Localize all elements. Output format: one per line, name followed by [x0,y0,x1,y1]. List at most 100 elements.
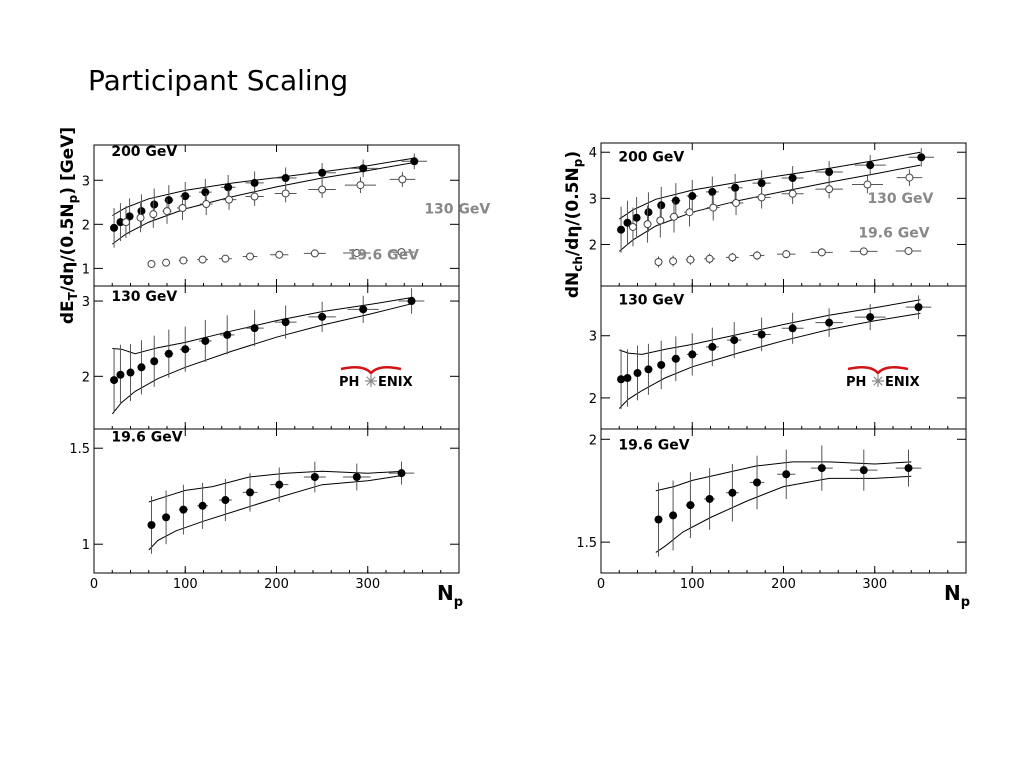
phenix-logo: PH ENIX [339,365,413,390]
data-point [617,225,626,234]
data-point [318,312,327,321]
model-band-line [112,157,414,216]
data-point [788,189,797,198]
model-band-line [618,312,921,409]
data-point [731,183,740,192]
data-point [162,258,171,267]
data-point [359,305,368,314]
data-point [410,157,419,166]
data-point [708,187,717,196]
y-tick-label: 3 [82,295,90,310]
series-19-6-gev [147,461,415,554]
data-point [150,357,159,366]
model-band-line [148,470,405,503]
data-point [310,249,319,258]
y-tick-label: 2 [82,370,90,385]
x-tick-label: 200 [771,577,796,592]
data-point [201,188,210,197]
data-point [116,370,125,379]
panel-2: 2 3 130 GeV PH ENIX [82,285,460,430]
data-point [753,478,762,487]
series-19-6-gev [654,246,922,268]
data-point [654,515,663,524]
y-tick-label: 1 [82,262,90,277]
series-19-6-gev [654,445,922,557]
data-point [221,254,230,263]
panel-1: 2 3 4 200 GeV 130 GeV 19.6 GeV [589,142,967,287]
data-point [250,192,259,201]
series-130-gev [617,295,932,410]
data-point [397,248,406,257]
data-point [281,174,290,183]
panel-label: 130 GeV [618,293,684,309]
phenix-logo-text: ENIX [378,375,413,390]
data-point [643,220,652,229]
data-point [181,192,190,201]
panel-label: 19.6 GeV [618,438,689,454]
data-point [825,185,834,194]
data-point [917,153,926,162]
data-point [669,511,678,520]
x-tick-label: 200 [264,577,289,592]
data-point [863,180,872,189]
x-tick-label: 0 [597,577,605,592]
series-130-gev [110,288,425,412]
x-tick-label: 100 [680,577,705,592]
phenix-logo-text: PH [846,375,866,390]
data-point [125,212,134,221]
data-point [686,501,695,510]
phenix-star-ray [877,376,883,382]
data-point [623,374,632,383]
slide-title: Participant Scaling [88,64,349,97]
phenix-logo-text: ENIX [885,375,920,390]
phenix-star-ray [370,376,376,382]
data-point [352,248,361,257]
data-point [198,255,207,264]
data-point [179,256,188,265]
phenix-star [365,375,377,387]
data-point [732,198,741,207]
data-point [905,173,914,182]
data-point [757,193,766,202]
data-point [825,168,834,177]
data-point [623,218,632,227]
y-tick-label: 4 [589,146,597,161]
panel-frame [93,428,460,574]
data-point [181,345,190,354]
data-point [632,213,641,222]
data-point [753,251,762,260]
y-tick-label: 2 [589,433,597,448]
data-point [671,354,680,363]
data-point [757,330,766,339]
data-point [147,521,156,529]
data-point [318,168,327,177]
phenix-star-ray [873,376,879,382]
data-point [688,192,697,201]
data-point [246,252,255,261]
x-axis-label: Np [944,581,970,610]
data-point [281,189,290,198]
data-point [670,212,678,221]
data-point [116,218,125,227]
data-point [644,208,653,217]
data-point [817,248,826,257]
model-band-line [655,475,912,553]
x-tick-label: 300 [355,577,380,592]
series-200-gev [110,153,428,248]
data-point [121,218,130,227]
data-point [644,365,653,374]
data-point [904,246,913,255]
y-tick-label: 1 [82,538,90,553]
data-point [788,324,797,333]
data-point [110,223,119,232]
phenix-star-ray [370,380,376,386]
x-tick-label: 300 [862,577,887,592]
model-band-line [112,296,414,355]
data-point [904,464,913,473]
model-band-line [619,151,921,220]
data-point [137,363,146,372]
data-point [788,174,797,183]
data-point [657,201,666,210]
data-point [866,161,875,170]
